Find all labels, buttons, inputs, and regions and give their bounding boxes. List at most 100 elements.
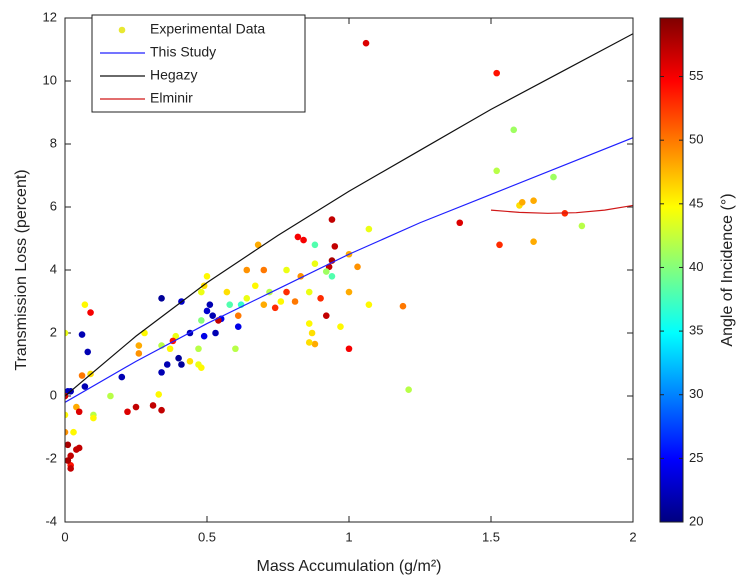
data-point <box>308 329 316 337</box>
data-point <box>305 339 313 346</box>
colorbar-tick-label: 20 <box>689 513 703 528</box>
data-point <box>212 329 219 337</box>
data-point <box>149 402 157 409</box>
colorbar <box>659 17 684 523</box>
data-point <box>175 354 182 362</box>
data-point <box>510 126 518 134</box>
colorbar-tick-label: 55 <box>689 68 703 83</box>
data-point <box>305 288 313 296</box>
data-point <box>166 345 174 353</box>
x-tick-label: 1.5 <box>482 529 500 544</box>
data-point <box>135 342 143 349</box>
colorbar-tick-label: 35 <box>689 323 703 338</box>
data-point <box>291 298 299 305</box>
data-point <box>294 233 302 241</box>
data-point <box>550 173 557 181</box>
data-point <box>81 383 89 390</box>
data-point <box>132 403 140 411</box>
data-point <box>65 329 69 337</box>
x-axis-label: Mass Accumulation (g/m²) <box>257 558 442 575</box>
y-tick-label: -2 <box>45 450 57 465</box>
colorbar-tick-label: 30 <box>689 386 703 401</box>
data-point <box>226 301 234 308</box>
x-tick-label: 0 <box>61 529 68 544</box>
data-point <box>124 408 131 416</box>
y-tick-label: 6 <box>50 198 57 213</box>
data-point <box>163 361 171 368</box>
data-point <box>84 348 92 356</box>
data-point <box>311 260 319 268</box>
y-tick-label: 0 <box>50 387 57 402</box>
data-point <box>251 282 259 290</box>
data-point <box>118 373 126 381</box>
data-point <box>75 408 83 416</box>
legend-label: This Study <box>150 44 216 60</box>
data-point <box>223 288 231 296</box>
data-point <box>90 414 97 422</box>
y-tick-label: 12 <box>43 9 57 24</box>
y-tick-label: 4 <box>50 261 57 276</box>
data-point <box>493 167 500 175</box>
data-point <box>81 301 89 308</box>
colorbar-tick-label: 40 <box>689 259 703 274</box>
data-point <box>198 317 205 324</box>
data-point <box>206 301 214 308</box>
data-point <box>399 302 407 310</box>
data-point <box>456 219 464 227</box>
data-point <box>277 298 285 305</box>
data-point <box>300 236 307 244</box>
data-point <box>311 241 319 249</box>
data-point <box>155 391 163 398</box>
colorbar-tick-label: 45 <box>689 195 703 210</box>
data-point <box>317 295 324 302</box>
data-point <box>496 241 503 249</box>
colorbar-label: Angle of Incidence (°) <box>719 193 736 346</box>
data-point <box>530 197 537 204</box>
legend-symbol <box>118 26 126 34</box>
x-tick-label: 0.5 <box>198 529 216 544</box>
data-point <box>65 441 72 449</box>
data-point <box>322 312 330 319</box>
data-point <box>195 345 202 353</box>
data-point <box>530 238 537 245</box>
data-point <box>198 288 205 296</box>
data-point <box>405 386 412 394</box>
data-point <box>234 312 242 319</box>
data-point <box>345 345 353 353</box>
data-point <box>518 198 526 206</box>
data-point <box>178 361 185 368</box>
data-point <box>234 323 242 331</box>
data-point <box>243 266 251 274</box>
data-point <box>65 428 69 436</box>
data-point <box>243 295 251 302</box>
data-point <box>345 288 353 296</box>
legend-label: Elminir <box>150 90 193 106</box>
data-point <box>203 307 211 315</box>
x-tick-label: 2 <box>629 529 636 544</box>
data-point <box>283 266 290 274</box>
data-point <box>254 241 262 249</box>
y-tick-label: 10 <box>43 72 57 87</box>
data-point <box>311 340 319 348</box>
data-point <box>493 69 500 77</box>
legend-box <box>91 14 306 113</box>
data-point <box>365 301 373 308</box>
data-point <box>135 350 143 357</box>
colorbar-tick-label: 25 <box>689 450 703 465</box>
data-point <box>362 39 370 47</box>
x-tick-label: 1 <box>345 529 352 544</box>
data-point <box>141 329 148 337</box>
data-point <box>354 263 361 271</box>
data-point <box>78 331 86 338</box>
data-point <box>70 428 77 436</box>
data-point <box>365 225 373 233</box>
colorbar-tick-label: 50 <box>689 132 703 147</box>
data-point <box>158 369 165 376</box>
data-point <box>260 266 268 274</box>
y-tick-label: 8 <box>50 135 57 150</box>
data-point <box>198 364 205 371</box>
plot-frame-top <box>64 17 634 523</box>
data-point <box>65 457 72 464</box>
y-tick-label: 2 <box>50 324 57 339</box>
